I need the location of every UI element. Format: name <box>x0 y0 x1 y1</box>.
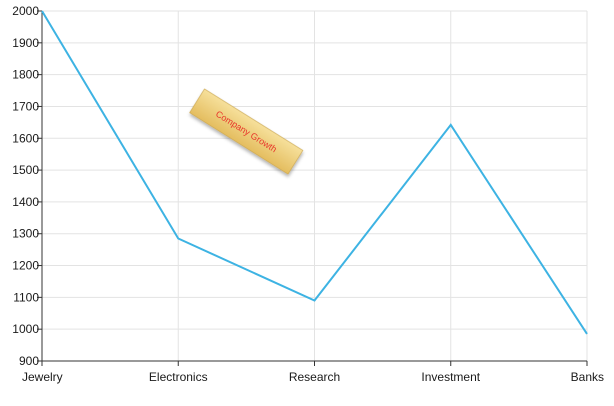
y-tick-label: 900 <box>19 354 39 368</box>
y-tick-label: 1900 <box>12 36 39 50</box>
annotation-note: Company Growth <box>189 88 304 175</box>
axes: 900 1000 1100 1200 1300 1400 1500 1600 1700 1800 1… <box>12 4 604 384</box>
y-tick-label: 1300 <box>12 227 39 241</box>
y-tick-label: 1000 <box>12 322 39 336</box>
y-tick-label: 1700 <box>12 99 39 113</box>
x-tick-label: Research <box>289 370 340 384</box>
series-line <box>41 10 588 335</box>
annotation-background <box>189 88 304 175</box>
series-layer <box>41 10 588 335</box>
x-tick-label: Jewelry <box>22 370 63 384</box>
gridlines <box>42 10 588 361</box>
x-tick-label: Electronics <box>149 370 208 384</box>
y-tick-label: 2000 <box>12 4 39 18</box>
y-tick-label: 1600 <box>12 131 39 145</box>
y-tick-label: 1500 <box>12 163 39 177</box>
annotation-layer: Company Growth <box>189 88 304 175</box>
y-tick-label: 1100 <box>13 290 39 304</box>
x-tick-label: Investment <box>421 370 480 384</box>
y-tick-label: 1800 <box>12 68 39 82</box>
x-tick-label: Banks <box>571 370 604 384</box>
y-tick-label: 1200 <box>12 259 39 273</box>
y-tick-label: 1400 <box>12 195 39 209</box>
